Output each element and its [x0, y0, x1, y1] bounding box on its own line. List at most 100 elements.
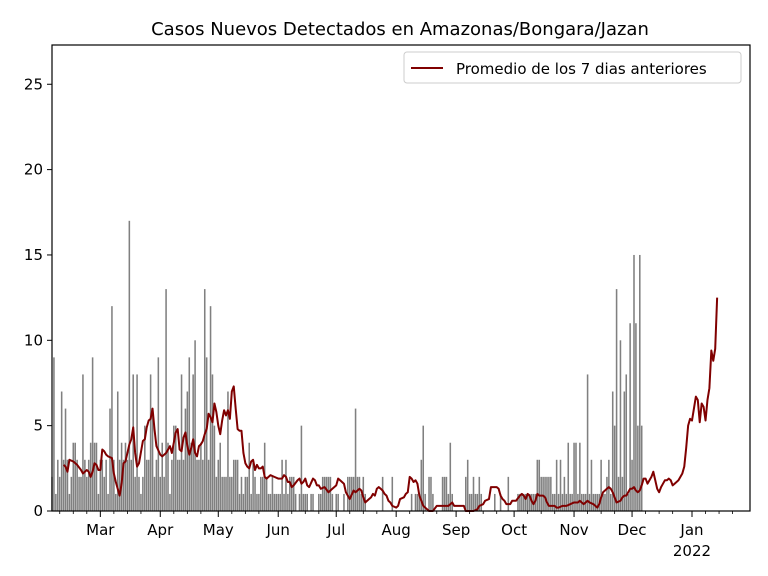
bars-group	[51, 220, 643, 511]
daily-case-bar	[281, 459, 283, 511]
daily-case-bar	[335, 493, 337, 511]
daily-case-bar	[55, 493, 57, 511]
daily-case-bar	[66, 459, 69, 511]
moving-average-line	[62, 297, 719, 512]
daily-case-bar	[93, 442, 96, 511]
daily-case-bar	[184, 408, 187, 511]
daily-case-bar	[265, 476, 268, 511]
daily-case-bar	[631, 459, 633, 511]
daily-case-bar	[325, 476, 328, 511]
daily-case-bar	[215, 476, 218, 511]
daily-case-bar	[468, 493, 471, 511]
daily-case-bar	[449, 442, 452, 511]
daily-case-bar	[234, 459, 237, 511]
daily-case-bar	[608, 459, 610, 511]
daily-case-bar	[465, 476, 467, 511]
daily-case-bar	[523, 493, 525, 511]
daily-case-bar	[579, 442, 581, 511]
x-tick-label: Oct	[501, 521, 527, 539]
daily-case-bar	[165, 289, 167, 511]
daily-case-bar	[258, 493, 260, 511]
daily-case-bar	[229, 476, 231, 511]
daily-case-bar	[478, 476, 481, 511]
daily-case-bar	[356, 476, 359, 511]
daily-case-bar	[323, 476, 326, 511]
daily-case-bar	[569, 493, 571, 511]
daily-case-bar	[91, 357, 94, 511]
daily-case-bar	[348, 476, 351, 511]
daily-case-bar	[289, 476, 291, 511]
daily-case-bar	[306, 493, 308, 511]
x-tick-label: Jan	[679, 521, 703, 539]
daily-case-bar	[115, 493, 117, 511]
daily-case-bar	[176, 459, 179, 511]
daily-case-bar	[231, 476, 233, 511]
daily-case-bar	[203, 289, 206, 511]
daily-case-bar	[196, 459, 198, 511]
daily-case-bar	[205, 357, 208, 511]
daily-case-bar	[546, 476, 548, 511]
daily-case-bar	[246, 476, 249, 511]
daily-case-bar	[260, 476, 262, 511]
daily-case-bar	[381, 476, 384, 511]
daily-case-bar	[103, 476, 105, 511]
daily-case-bar	[476, 493, 479, 511]
daily-case-bar	[101, 459, 104, 511]
daily-case-bar	[445, 476, 448, 511]
daily-case-bar	[180, 374, 183, 511]
daily-case-bar	[600, 459, 602, 511]
daily-case-bar	[261, 476, 264, 511]
daily-case-bar	[623, 391, 626, 511]
daily-case-bar	[343, 493, 345, 511]
y-tick-label: 25	[24, 75, 43, 93]
daily-case-bar	[240, 476, 243, 511]
daily-case-bar	[536, 459, 539, 511]
daily-case-bar	[552, 493, 554, 511]
daily-case-bar	[238, 493, 241, 511]
y-tick-label: 5	[33, 417, 43, 435]
daily-case-bar	[635, 323, 637, 511]
daily-case-bar	[329, 476, 332, 511]
daily-case-bar	[606, 476, 608, 511]
daily-case-bar	[414, 493, 417, 511]
daily-case-bar	[294, 493, 297, 511]
daily-case-bar	[169, 493, 171, 511]
daily-case-bar	[132, 374, 134, 511]
x-tick-label: May	[203, 521, 234, 539]
daily-case-bar	[64, 408, 67, 511]
daily-case-bar	[594, 493, 597, 511]
y-tick-label: 10	[24, 331, 43, 349]
daily-case-bar	[310, 493, 312, 511]
daily-case-bar	[82, 374, 84, 511]
x-tick-label: Apr	[147, 521, 174, 539]
daily-case-bar	[637, 425, 639, 511]
daily-case-bar	[130, 459, 133, 511]
daily-case-bar	[428, 476, 430, 511]
daily-case-bar	[157, 357, 160, 511]
daily-case-bar	[68, 493, 71, 511]
daily-case-bar	[441, 476, 444, 511]
daily-case-bar	[87, 459, 90, 511]
daily-case-bar	[519, 493, 521, 511]
daily-case-bar	[567, 442, 570, 511]
daily-case-bar	[145, 459, 148, 511]
y-tick-label: 0	[33, 502, 43, 520]
daily-case-bar	[211, 374, 214, 511]
daily-case-bar	[97, 493, 100, 511]
daily-case-bar	[526, 493, 529, 511]
daily-case-bar	[167, 442, 169, 511]
x-tick-year-label: 2022	[673, 542, 711, 560]
daily-case-bar	[186, 391, 189, 511]
daily-case-bar	[422, 425, 425, 511]
daily-case-bar	[499, 493, 502, 511]
daily-case-bar	[424, 493, 426, 511]
daily-case-bar	[53, 357, 55, 511]
daily-case-bar	[565, 493, 568, 511]
daily-case-bar	[140, 493, 142, 511]
daily-case-bar	[151, 408, 154, 511]
daily-case-bar	[202, 459, 204, 511]
daily-case-bar	[596, 493, 599, 511]
daily-case-bar	[559, 459, 562, 511]
daily-case-bar	[279, 493, 281, 511]
